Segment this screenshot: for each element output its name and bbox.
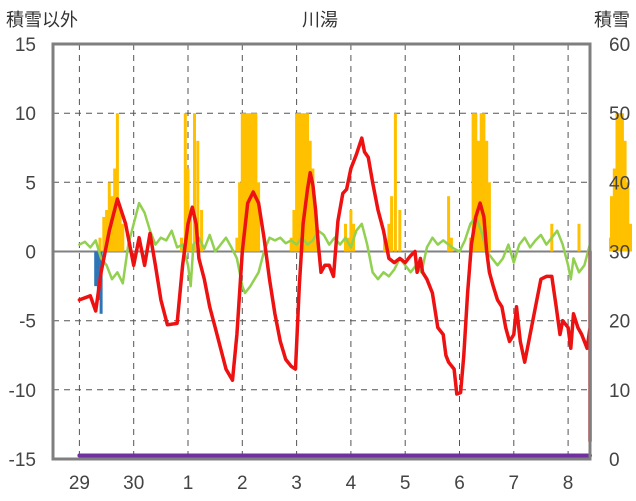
y-right-tick-label: 0 [609, 450, 620, 471]
y-left-tick-label: 5 [25, 173, 36, 194]
x-tick-label: 6 [454, 473, 465, 494]
snowfall-bar [196, 140, 200, 252]
snowfall-bar [300, 113, 304, 252]
snowfall-bar [295, 113, 299, 252]
snowfall-bar [393, 113, 397, 252]
y-left-tick-label: -15 [9, 450, 36, 471]
snowfall-bar [612, 168, 616, 252]
x-tick-label: 30 [123, 473, 144, 494]
right-axis-label: 積雪 [594, 10, 630, 31]
x-tick-label: 2 [237, 473, 248, 494]
snowfall-bar [447, 196, 451, 252]
x-tick-label: 7 [509, 473, 520, 494]
snowfall-bar [297, 113, 301, 252]
snowfall-bar [246, 113, 250, 252]
x-tick-label: 1 [183, 473, 194, 494]
snowfall-bar [626, 182, 630, 252]
x-tick-label: 4 [346, 473, 357, 494]
snowfall-bar [292, 210, 296, 252]
snowfall-bar [311, 168, 315, 252]
snowfall-bar [289, 237, 293, 252]
snowfall-bar [98, 237, 102, 252]
snowfall-bar [189, 210, 193, 252]
snowfall-bar [471, 113, 475, 252]
y-left-tick-label: -5 [19, 312, 36, 333]
precip-bar [96, 251, 100, 300]
snowfall-bar [482, 113, 486, 252]
snowfall-bar [193, 113, 196, 252]
snowfall-bar [618, 113, 622, 252]
snowfall-bar [449, 237, 453, 252]
snowfall-bar [477, 140, 480, 252]
snowfall-bar [183, 113, 187, 252]
snowfall-bar [303, 113, 307, 252]
snowfall-bar [487, 182, 491, 252]
snowfall-bar [254, 113, 258, 252]
snowfall-bar [186, 168, 190, 252]
y-right-tick-label: 40 [609, 173, 630, 194]
y-left-tick-label: 0 [25, 243, 36, 264]
snowfall-bar [200, 210, 204, 252]
snowfall-bar [243, 113, 247, 252]
snowfall-bar [629, 223, 632, 252]
snowfall-bar [610, 196, 613, 252]
humidity-line [78, 201, 592, 309]
snowfall-bar [349, 210, 353, 252]
snowfall-bar [118, 210, 122, 252]
snowfall-bar [577, 223, 581, 252]
line-layer [77, 136, 592, 458]
y-right-tick-label: 20 [609, 312, 630, 333]
y-right-tick-label: 60 [609, 35, 630, 56]
y-right-tick-label: 10 [609, 381, 630, 402]
snowfall-bar [390, 196, 394, 252]
snowfall-bar [105, 210, 109, 252]
plot-frame [51, 42, 592, 461]
chart-title: 川湯 [302, 10, 338, 31]
snowfall-bar [474, 113, 478, 252]
x-tick-label: 8 [563, 473, 574, 494]
y-right-tick-label: 50 [609, 104, 630, 125]
x-tick-label: 5 [400, 473, 411, 494]
snowfall-bar [238, 182, 242, 252]
snowfall-bar [620, 113, 624, 252]
snowfall-bar [485, 140, 489, 252]
temperature-line [77, 136, 592, 443]
snowfall-bar [615, 113, 619, 252]
snowfall-bar [121, 223, 125, 252]
snowfall-bar [308, 140, 312, 252]
y-right-tick-label: 30 [609, 243, 630, 264]
left-axis-label: 積雪以外 [6, 10, 78, 31]
snowfall-bar [387, 223, 391, 252]
snowfall-bar [107, 182, 111, 252]
x-tick-label: 3 [291, 473, 302, 494]
bar-layer [94, 113, 632, 314]
snowfall-bar [235, 237, 239, 252]
x-tick-label: 29 [69, 473, 90, 494]
snowfall-bar [115, 113, 119, 252]
snowfall-bar [251, 113, 255, 252]
y-left-tick-label: -10 [9, 381, 36, 402]
snowfall-bar [240, 113, 244, 252]
snowfall-bar [398, 210, 402, 252]
snowfall-bar [479, 113, 483, 252]
snowfall-bar [257, 182, 261, 252]
y-left-tick-label: 10 [15, 104, 36, 125]
snowfall-bar [623, 140, 627, 252]
snowfall-bar [248, 113, 252, 252]
y-left-tick-label: 15 [15, 35, 36, 56]
precip-bar [94, 251, 98, 287]
snowfall-bar [102, 216, 106, 252]
